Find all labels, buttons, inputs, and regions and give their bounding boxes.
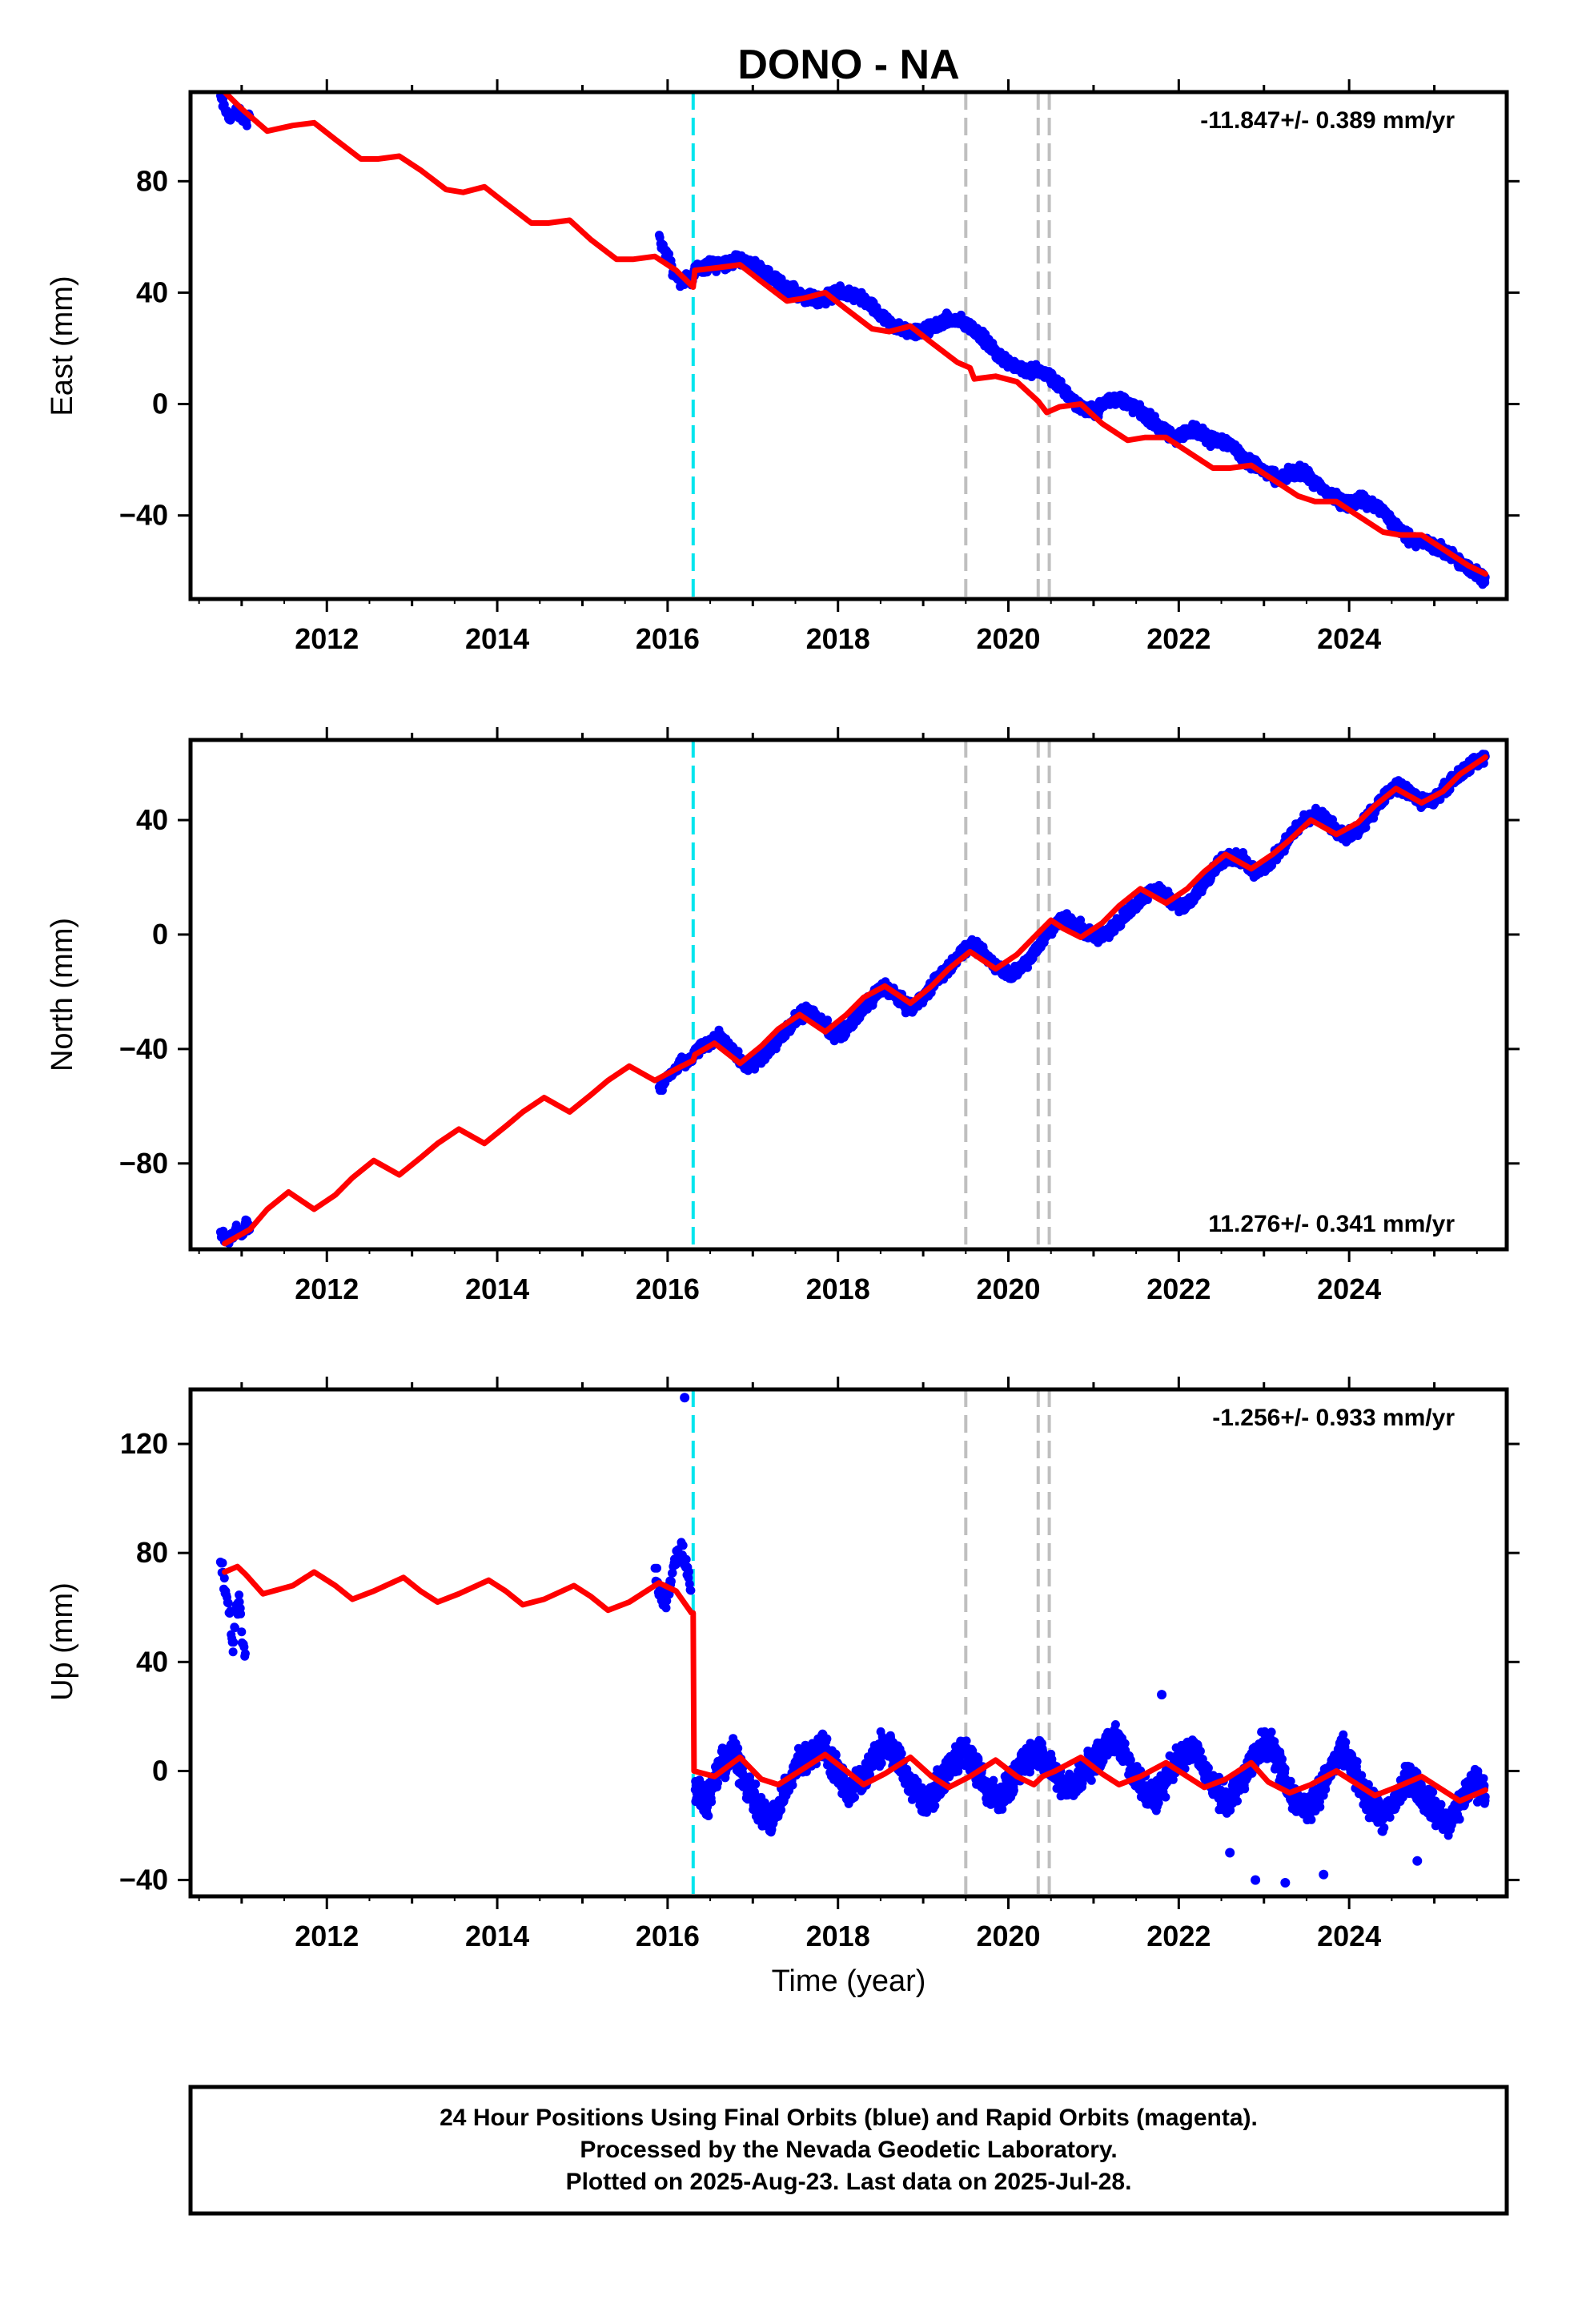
x-tick-label: 2012 bbox=[295, 622, 359, 655]
y-tick-label: −40 bbox=[119, 499, 168, 532]
y-tick-label: 80 bbox=[136, 164, 168, 197]
y-tick-label: 40 bbox=[136, 275, 168, 308]
chart-title: DONO - NA bbox=[737, 42, 959, 88]
observation-points bbox=[215, 750, 1490, 1248]
x-tick-label: 2014 bbox=[465, 622, 529, 655]
plot-frame bbox=[188, 90, 1509, 601]
x-tick-label: 2022 bbox=[1146, 622, 1211, 655]
east-panel: 2012 2014 2016 2018 2020 2022 2024 −40 0 40 80 East… bbox=[46, 79, 1520, 655]
x-tick-label: 2016 bbox=[636, 622, 700, 655]
x-tick-label: 2024 bbox=[1317, 622, 1381, 655]
observation-points bbox=[216, 92, 1490, 589]
observation-point bbox=[242, 121, 251, 131]
observation-point bbox=[219, 1226, 228, 1236]
x-tick-label: 2020 bbox=[976, 622, 1040, 655]
observation-point bbox=[665, 249, 674, 259]
y-axis-label: East (mm) bbox=[46, 275, 79, 416]
north-panel: 2012 2014 2016 2018 2020 2022 2024−80−40040Nor… bbox=[46, 727, 1520, 1305]
x-tick-label: 2018 bbox=[806, 622, 870, 655]
observation-point bbox=[823, 1015, 833, 1025]
velocity-rate-label: -11.847+/- 0.389 mm/yr bbox=[1200, 107, 1455, 134]
y-tick-label: 0 bbox=[152, 388, 168, 420]
model-fit-line bbox=[222, 92, 1488, 577]
